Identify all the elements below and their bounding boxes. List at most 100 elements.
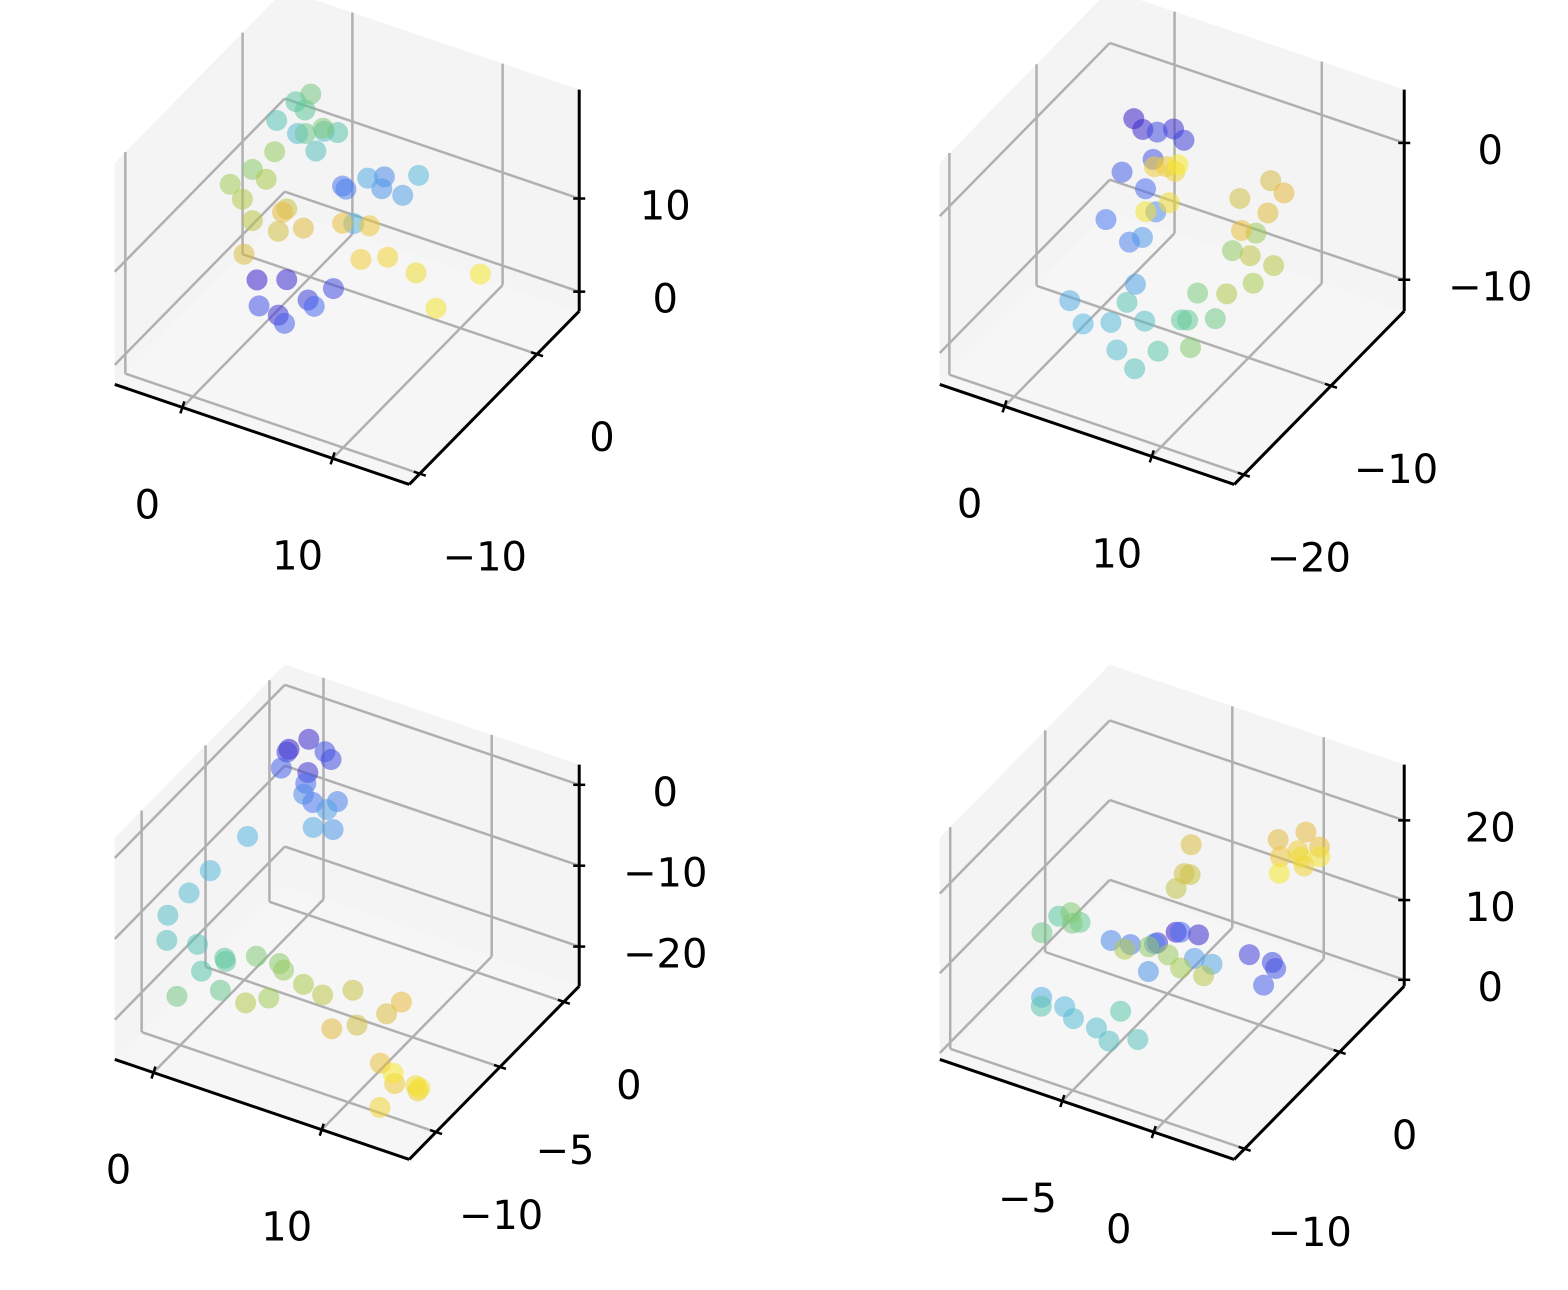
point [1143, 156, 1165, 178]
y-axis-line [1233, 985, 1406, 1161]
grid-line [331, 284, 504, 460]
grid-line [181, 233, 354, 409]
x-tick-label: 0 [957, 481, 982, 527]
point [1086, 1017, 1108, 1039]
x-tick-label: 0 [135, 482, 160, 528]
point [231, 188, 253, 210]
point [1238, 944, 1260, 966]
grid-line [269, 900, 565, 1004]
y-axis-line [1233, 310, 1406, 486]
point [1147, 340, 1169, 362]
grid-line [284, 97, 580, 200]
x-tick [318, 1123, 325, 1137]
point [1060, 902, 1082, 924]
grid-line [152, 898, 325, 1074]
x-tick [329, 451, 336, 465]
grid-line [938, 799, 1111, 975]
grid-line [284, 683, 580, 787]
y-tick [557, 998, 571, 1006]
point [1157, 944, 1179, 966]
pane-left [114, 664, 285, 1060]
x-tick [179, 400, 186, 414]
point [314, 741, 336, 763]
point [1242, 272, 1264, 294]
point [1031, 922, 1053, 944]
y-tick [1238, 1145, 1252, 1152]
point [1095, 209, 1117, 231]
x-tick [150, 1066, 157, 1079]
y-tick [1333, 1048, 1347, 1056]
point [293, 783, 315, 805]
grid-line [1150, 282, 1323, 458]
point [1267, 829, 1289, 851]
point [350, 248, 372, 270]
grid-line [141, 1030, 437, 1134]
grid-line [1109, 798, 1405, 902]
point [300, 83, 322, 105]
z-tick-label: 0 [652, 277, 677, 323]
x-tick [1148, 450, 1155, 463]
z-tick-label: 0 [1477, 965, 1502, 1011]
y-tick-label: −10 [459, 1193, 543, 1239]
point [1187, 924, 1209, 946]
y-tick-label: 0 [589, 415, 614, 461]
point [335, 178, 357, 200]
point [1239, 245, 1261, 267]
point [357, 167, 379, 189]
y-tick-label: −10 [1267, 1210, 1351, 1256]
point [237, 825, 259, 847]
point [425, 297, 447, 319]
point [248, 295, 270, 317]
point [346, 1014, 368, 1036]
point [272, 201, 294, 223]
grid-line [949, 1047, 1246, 1150]
point [408, 164, 430, 186]
point [255, 168, 277, 190]
grid-line [124, 372, 421, 475]
point [1138, 936, 1160, 958]
y-axis-line [408, 985, 581, 1161]
x-tick-label: 0 [106, 1148, 131, 1194]
x-axis-line [114, 382, 410, 486]
grid-line [113, 97, 286, 273]
point [273, 959, 295, 981]
point [215, 950, 237, 972]
y-axis-line [408, 310, 581, 486]
point [1137, 961, 1159, 983]
point [1269, 846, 1291, 868]
point [302, 816, 324, 838]
grid-line [938, 42, 1111, 218]
point [1116, 291, 1138, 313]
grid-line [1036, 284, 1332, 387]
grid-line [113, 764, 286, 940]
point [292, 217, 314, 239]
point [1059, 290, 1081, 312]
grid-line [284, 764, 580, 867]
grid-line [1044, 950, 1341, 1054]
z-tick-label: −10 [623, 851, 707, 897]
point [1030, 995, 1052, 1017]
point [246, 269, 268, 291]
point [303, 295, 325, 317]
point [392, 184, 414, 206]
z-tick-label: 20 [1465, 805, 1516, 851]
point [270, 757, 292, 779]
point [1204, 308, 1226, 330]
point [235, 992, 257, 1014]
point [1173, 863, 1195, 885]
point [156, 929, 178, 951]
point [1124, 273, 1146, 295]
point [1170, 921, 1192, 943]
point [1170, 957, 1192, 979]
x-tick [1059, 1094, 1066, 1108]
point [322, 819, 344, 841]
point [1167, 154, 1189, 176]
y-tick-label: 0 [616, 1063, 641, 1109]
point [1106, 339, 1128, 361]
subplot: 0 10 −10 0 0 10 [113, 0, 691, 581]
z-tick-label: 10 [1465, 885, 1516, 931]
grid-line [1152, 957, 1325, 1133]
point [1127, 1028, 1149, 1050]
point [1158, 192, 1180, 214]
